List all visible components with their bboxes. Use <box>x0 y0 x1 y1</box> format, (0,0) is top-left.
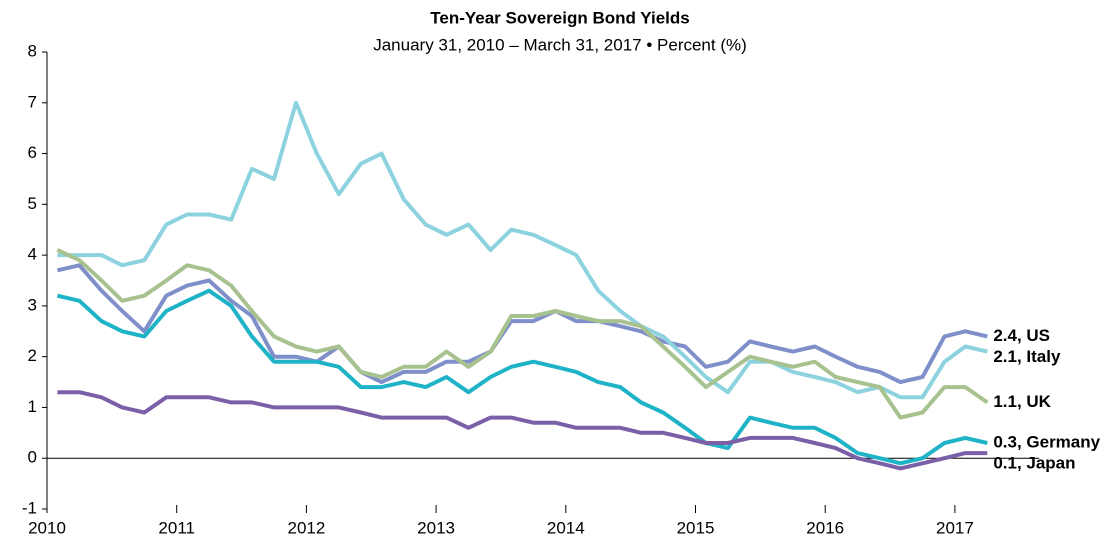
y-tick-label: -1 <box>22 498 37 517</box>
end-label: 0.3, Germany <box>993 432 1100 451</box>
series-line <box>56 288 988 466</box>
x-tick-label: 2016 <box>806 518 844 537</box>
y-tick-label: 3 <box>28 295 37 314</box>
end-label: 2.1, Italy <box>993 347 1061 366</box>
y-tick-label: 5 <box>28 194 37 213</box>
end-label: 0.1, Japan <box>993 453 1075 472</box>
y-tick-label: 8 <box>28 41 37 60</box>
x-tick-label: 2012 <box>287 518 325 537</box>
end-label: 2.4, US <box>993 326 1050 345</box>
chart-subtitle: January 31, 2010 – March 31, 2017 • Perc… <box>373 35 747 54</box>
y-tick-label: 0 <box>28 448 37 467</box>
x-tick-label: 2017 <box>936 518 974 537</box>
x-tick-label: 2010 <box>28 518 66 537</box>
series-line <box>57 100 988 400</box>
y-tick-label: 7 <box>28 92 37 111</box>
y-tick-label: 4 <box>28 245 37 264</box>
chart-title: Ten-Year Sovereign Bond Yields <box>430 8 689 27</box>
series-line <box>56 248 989 420</box>
x-tick-label: 2014 <box>547 518 585 537</box>
y-tick-label: 2 <box>28 346 37 365</box>
y-tick-label: 1 <box>28 397 37 416</box>
x-tick-label: 2011 <box>158 518 195 537</box>
series-line <box>57 390 988 471</box>
end-label: 1.1, UK <box>993 392 1051 411</box>
x-tick-label: 2013 <box>417 518 455 537</box>
series-line <box>56 263 988 385</box>
y-tick-label: 6 <box>28 143 37 162</box>
x-tick-label: 2015 <box>677 518 715 537</box>
